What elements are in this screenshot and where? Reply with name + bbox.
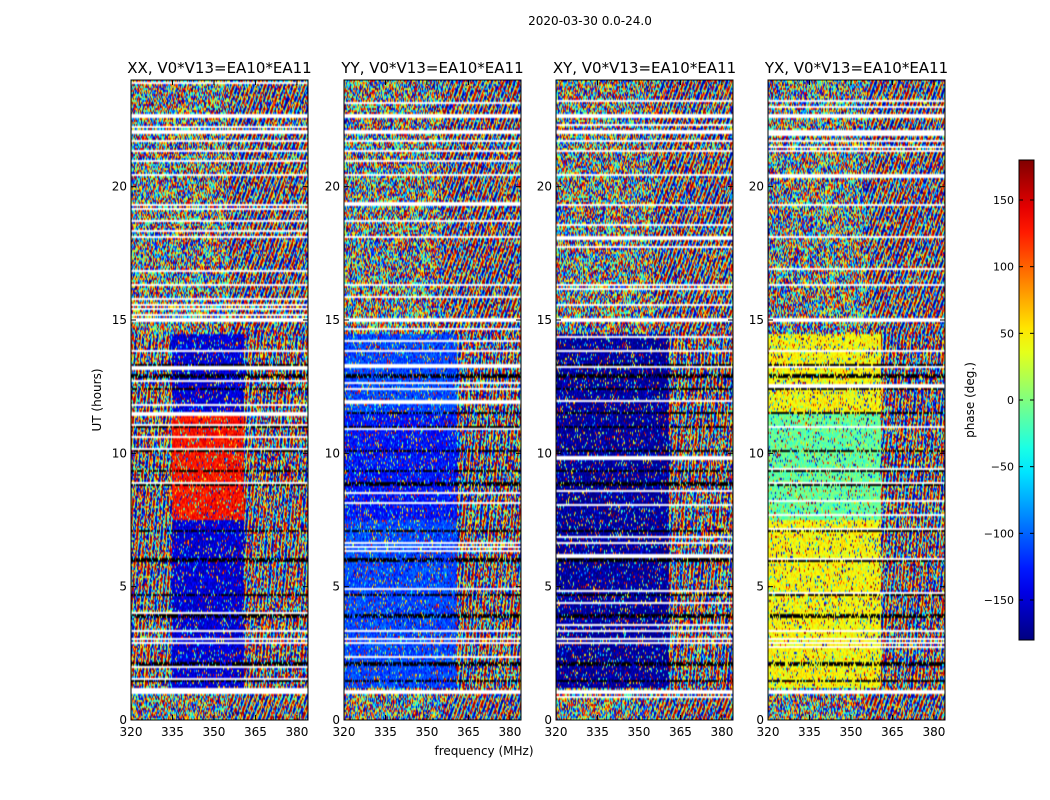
panel-title-1: YY, V0*V13=EA10*EA11 <box>340 59 523 77</box>
x-tick-label: 320 <box>757 725 780 739</box>
panel-title-3: YX, V0*V13=EA10*EA11 <box>764 59 948 77</box>
y-axis-label: UT (hours) <box>90 368 104 431</box>
y-tick-label: 20 <box>112 180 127 194</box>
y-tick-label: 15 <box>325 313 340 327</box>
colorbar-tick-label: −50 <box>991 461 1014 474</box>
y-tick-label: 10 <box>537 446 552 460</box>
panel-title-2: XY, V0*V13=EA10*EA11 <box>553 59 736 77</box>
y-tick-label: 20 <box>537 180 552 194</box>
y-tick-label: 15 <box>537 313 552 327</box>
y-tick-label: 5 <box>756 580 764 594</box>
x-tick-label: 335 <box>374 725 397 739</box>
colorbar-tick-label: 150 <box>993 194 1014 207</box>
heatmap-image-1 <box>344 80 521 720</box>
x-tick-label: 350 <box>840 725 863 739</box>
y-tick-label: 0 <box>332 713 340 727</box>
x-tick-label: 350 <box>203 725 226 739</box>
x-axis-label: frequency (MHz) <box>434 744 533 758</box>
x-tick-label: 335 <box>161 725 184 739</box>
y-tick-label: 20 <box>749 180 764 194</box>
x-tick-label: 380 <box>498 725 521 739</box>
y-tick-label: 5 <box>332 580 340 594</box>
y-tick-label: 15 <box>749 313 764 327</box>
x-tick-label: 365 <box>457 725 480 739</box>
x-tick-label: 365 <box>669 725 692 739</box>
x-tick-label: 380 <box>922 725 945 739</box>
x-tick-label: 350 <box>416 725 439 739</box>
panel-0: XX, V0*V13=EA10*EA11 320 335 350 365 380 0 5 10 1… <box>112 59 312 739</box>
y-tick-label: 0 <box>544 713 552 727</box>
panels-layer: XX, V0*V13=EA10*EA11 320 335 350 365 380 0 5 10 1… <box>112 59 948 739</box>
y-tick-label: 15 <box>112 313 127 327</box>
figure-suptitle: 2020-03-30 0.0-24.0 <box>528 14 652 28</box>
x-tick-label: 320 <box>545 725 568 739</box>
x-tick-label: 380 <box>285 725 308 739</box>
y-tick-label: 5 <box>544 580 552 594</box>
x-tick-label: 320 <box>333 725 356 739</box>
colorbar: −150 −100 −50 0 50 100 150 <box>984 159 1035 641</box>
panel-title-0: XX, V0*V13=EA10*EA11 <box>127 59 311 77</box>
y-tick-label: 5 <box>119 580 127 594</box>
colorbar-tick-label: 100 <box>993 261 1014 274</box>
x-tick-label: 365 <box>244 725 267 739</box>
y-tick-label: 0 <box>119 713 127 727</box>
colorbar-label: phase (deg.) <box>963 362 977 438</box>
y-tick-label: 10 <box>749 446 764 460</box>
x-tick-label: 320 <box>120 725 143 739</box>
panel-2: XY, V0*V13=EA10*EA11 320 335 350 365 380 0 5 10 1… <box>537 59 736 739</box>
heatmap-image-3 <box>768 80 945 720</box>
colorbar-tick-label: −100 <box>984 527 1014 540</box>
x-tick-label: 335 <box>586 725 609 739</box>
y-tick-label: 20 <box>325 180 340 194</box>
panel-1: YY, V0*V13=EA10*EA11 320 335 350 365 380 0 5 10 1… <box>325 59 524 739</box>
panel-frame-0 <box>130 79 309 721</box>
x-tick-label: 365 <box>881 725 904 739</box>
x-tick-label: 380 <box>710 725 733 739</box>
colorbar-tick-label: −150 <box>984 594 1014 607</box>
panel-frame-1 <box>343 79 522 721</box>
x-tick-label: 350 <box>628 725 651 739</box>
y-tick-label: 0 <box>756 713 764 727</box>
y-tick-label: 10 <box>325 446 340 460</box>
colorbar-tick-label: 0 <box>1007 394 1014 407</box>
panel-frame-2 <box>555 79 734 721</box>
y-tick-label: 10 <box>112 446 127 460</box>
panel-3: YX, V0*V13=EA10*EA11 320 335 350 365 380 0 5 10 1… <box>749 59 948 739</box>
panel-frame-3 <box>767 79 946 721</box>
colorbar-tick-label: 50 <box>1000 327 1014 340</box>
heatmap-image-0 <box>131 80 308 720</box>
x-tick-label: 335 <box>798 725 821 739</box>
heatmap-image-2 <box>556 80 733 720</box>
